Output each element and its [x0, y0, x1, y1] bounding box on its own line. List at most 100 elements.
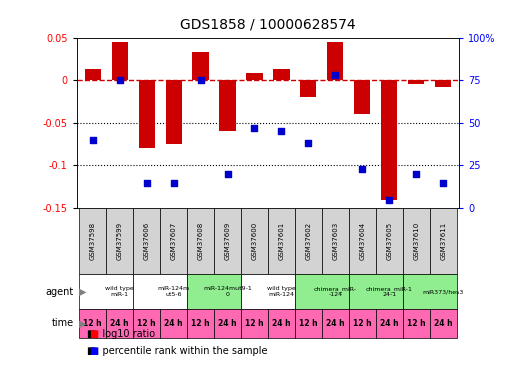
- Text: 24 h: 24 h: [326, 319, 345, 328]
- Bar: [376, 208, 403, 274]
- Text: 24 h: 24 h: [380, 319, 399, 328]
- Text: GSM37611: GSM37611: [440, 222, 446, 260]
- Text: 12 h: 12 h: [245, 319, 264, 328]
- Point: [304, 140, 313, 146]
- Text: GSM37601: GSM37601: [278, 222, 285, 260]
- Bar: [133, 309, 160, 338]
- Point: [169, 180, 178, 186]
- Text: ▶: ▶: [79, 318, 87, 328]
- Text: wild type
miR-1: wild type miR-1: [105, 286, 134, 297]
- Bar: [403, 274, 457, 309]
- Point: [250, 125, 259, 131]
- Point: [358, 166, 366, 172]
- Text: GSM37606: GSM37606: [144, 222, 149, 260]
- Text: 24 h: 24 h: [218, 319, 237, 328]
- Bar: [295, 309, 322, 338]
- Bar: [381, 80, 398, 200]
- Text: GSM37602: GSM37602: [305, 222, 312, 260]
- Bar: [84, 69, 101, 80]
- Text: 24 h: 24 h: [164, 319, 183, 328]
- Bar: [430, 208, 457, 274]
- Bar: [165, 80, 182, 144]
- Text: GSM37599: GSM37599: [117, 222, 122, 260]
- Point: [385, 196, 393, 202]
- Bar: [300, 80, 316, 97]
- Bar: [111, 42, 128, 80]
- Text: 24 h: 24 h: [434, 319, 452, 328]
- Bar: [354, 80, 371, 114]
- Bar: [322, 208, 349, 274]
- Bar: [268, 309, 295, 338]
- Point: [331, 72, 340, 78]
- Bar: [106, 208, 133, 274]
- Text: 12 h: 12 h: [407, 319, 426, 328]
- Bar: [133, 274, 187, 309]
- Point: [89, 137, 97, 143]
- Bar: [187, 309, 214, 338]
- Bar: [214, 208, 241, 274]
- Text: wild type
miR-124: wild type miR-124: [267, 286, 296, 297]
- Text: GSM37603: GSM37603: [332, 222, 338, 260]
- Bar: [295, 274, 349, 309]
- Text: GDS1858 / 10000628574: GDS1858 / 10000628574: [180, 18, 356, 32]
- Text: 24 h: 24 h: [110, 319, 129, 328]
- Point: [223, 171, 232, 177]
- Bar: [187, 274, 241, 309]
- Text: GSM37598: GSM37598: [90, 222, 96, 260]
- Text: 24 h: 24 h: [272, 319, 291, 328]
- Text: chimera_miR-
-124: chimera_miR- -124: [314, 286, 357, 297]
- Bar: [376, 309, 403, 338]
- Bar: [435, 80, 451, 87]
- Bar: [322, 309, 349, 338]
- Text: GSM37609: GSM37609: [224, 222, 231, 260]
- Point: [412, 171, 420, 177]
- Text: agent: agent: [45, 286, 74, 297]
- Text: ■: ■: [89, 346, 98, 356]
- Text: miR373/hes3: miR373/hes3: [422, 289, 464, 294]
- Bar: [187, 208, 214, 274]
- Text: 12 h: 12 h: [83, 319, 102, 328]
- Bar: [408, 80, 425, 84]
- Point: [277, 128, 286, 134]
- Bar: [247, 74, 262, 80]
- Bar: [403, 309, 430, 338]
- Bar: [79, 208, 106, 274]
- Text: chimera_miR-1
24-1: chimera_miR-1 24-1: [366, 286, 413, 297]
- Text: miR-124m
ut5-6: miR-124m ut5-6: [157, 286, 190, 297]
- Text: GSM37605: GSM37605: [386, 222, 392, 260]
- Bar: [241, 274, 295, 309]
- Text: 12 h: 12 h: [353, 319, 372, 328]
- Bar: [403, 208, 430, 274]
- Bar: [349, 309, 376, 338]
- Bar: [79, 309, 106, 338]
- Text: miR-124mut9-1
0: miR-124mut9-1 0: [203, 286, 252, 297]
- Bar: [274, 69, 289, 80]
- Text: GSM37610: GSM37610: [413, 222, 419, 260]
- Bar: [349, 274, 403, 309]
- Bar: [327, 42, 343, 80]
- Bar: [295, 208, 322, 274]
- Bar: [193, 52, 209, 80]
- Text: time: time: [52, 318, 74, 328]
- Text: GSM37607: GSM37607: [171, 222, 176, 260]
- Text: ■: ■: [89, 329, 98, 339]
- Bar: [241, 309, 268, 338]
- Text: GSM37600: GSM37600: [251, 222, 258, 260]
- Text: 12 h: 12 h: [191, 319, 210, 328]
- Bar: [268, 208, 295, 274]
- Point: [439, 180, 447, 186]
- Bar: [349, 208, 376, 274]
- Bar: [214, 309, 241, 338]
- Text: ▶: ▶: [79, 286, 87, 297]
- Text: 12 h: 12 h: [137, 319, 156, 328]
- Text: 12 h: 12 h: [299, 319, 318, 328]
- Point: [196, 77, 205, 83]
- Text: ■  log10 ratio: ■ log10 ratio: [87, 329, 155, 339]
- Bar: [106, 309, 133, 338]
- Bar: [160, 208, 187, 274]
- Bar: [79, 274, 133, 309]
- Text: GSM37604: GSM37604: [360, 222, 365, 260]
- Point: [116, 77, 124, 83]
- Bar: [430, 309, 457, 338]
- Point: [143, 180, 151, 186]
